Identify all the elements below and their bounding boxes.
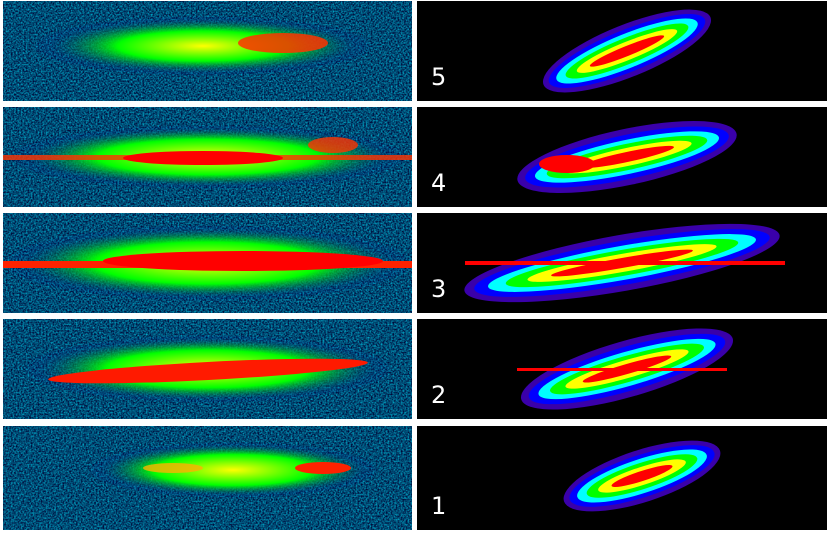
simulated-panel-1: 1 xyxy=(417,426,827,530)
measured-image-5 xyxy=(3,1,412,101)
row-label-2: 2 xyxy=(431,381,447,409)
simulated-image-1 xyxy=(563,440,721,512)
measured-panel-3 xyxy=(3,213,412,313)
measured-image-1 xyxy=(3,426,412,530)
simulated-image-4 xyxy=(517,121,737,193)
simulated-panel-2: 2 xyxy=(417,319,827,419)
row-label-1: 1 xyxy=(431,492,447,520)
simulated-panel-4: 4 xyxy=(417,107,827,207)
simulated-image-3 xyxy=(464,223,785,303)
measured-image-2 xyxy=(3,319,412,419)
measured-panel-4 xyxy=(3,107,412,207)
simulated-image-5 xyxy=(542,9,712,93)
measured-panel-2 xyxy=(3,319,412,419)
measured-panel-5 xyxy=(3,1,412,101)
row-label-3: 3 xyxy=(431,275,447,303)
row-label-5: 5 xyxy=(431,63,447,91)
measured-image-3 xyxy=(3,213,412,313)
measured-image-4 xyxy=(3,107,412,207)
row-label-4: 4 xyxy=(431,169,447,197)
measured-panel-1 xyxy=(3,426,412,530)
simulated-image-2 xyxy=(517,328,734,410)
simulated-panel-5: 5 xyxy=(417,1,827,101)
simulated-panel-3: 3 xyxy=(417,213,827,313)
